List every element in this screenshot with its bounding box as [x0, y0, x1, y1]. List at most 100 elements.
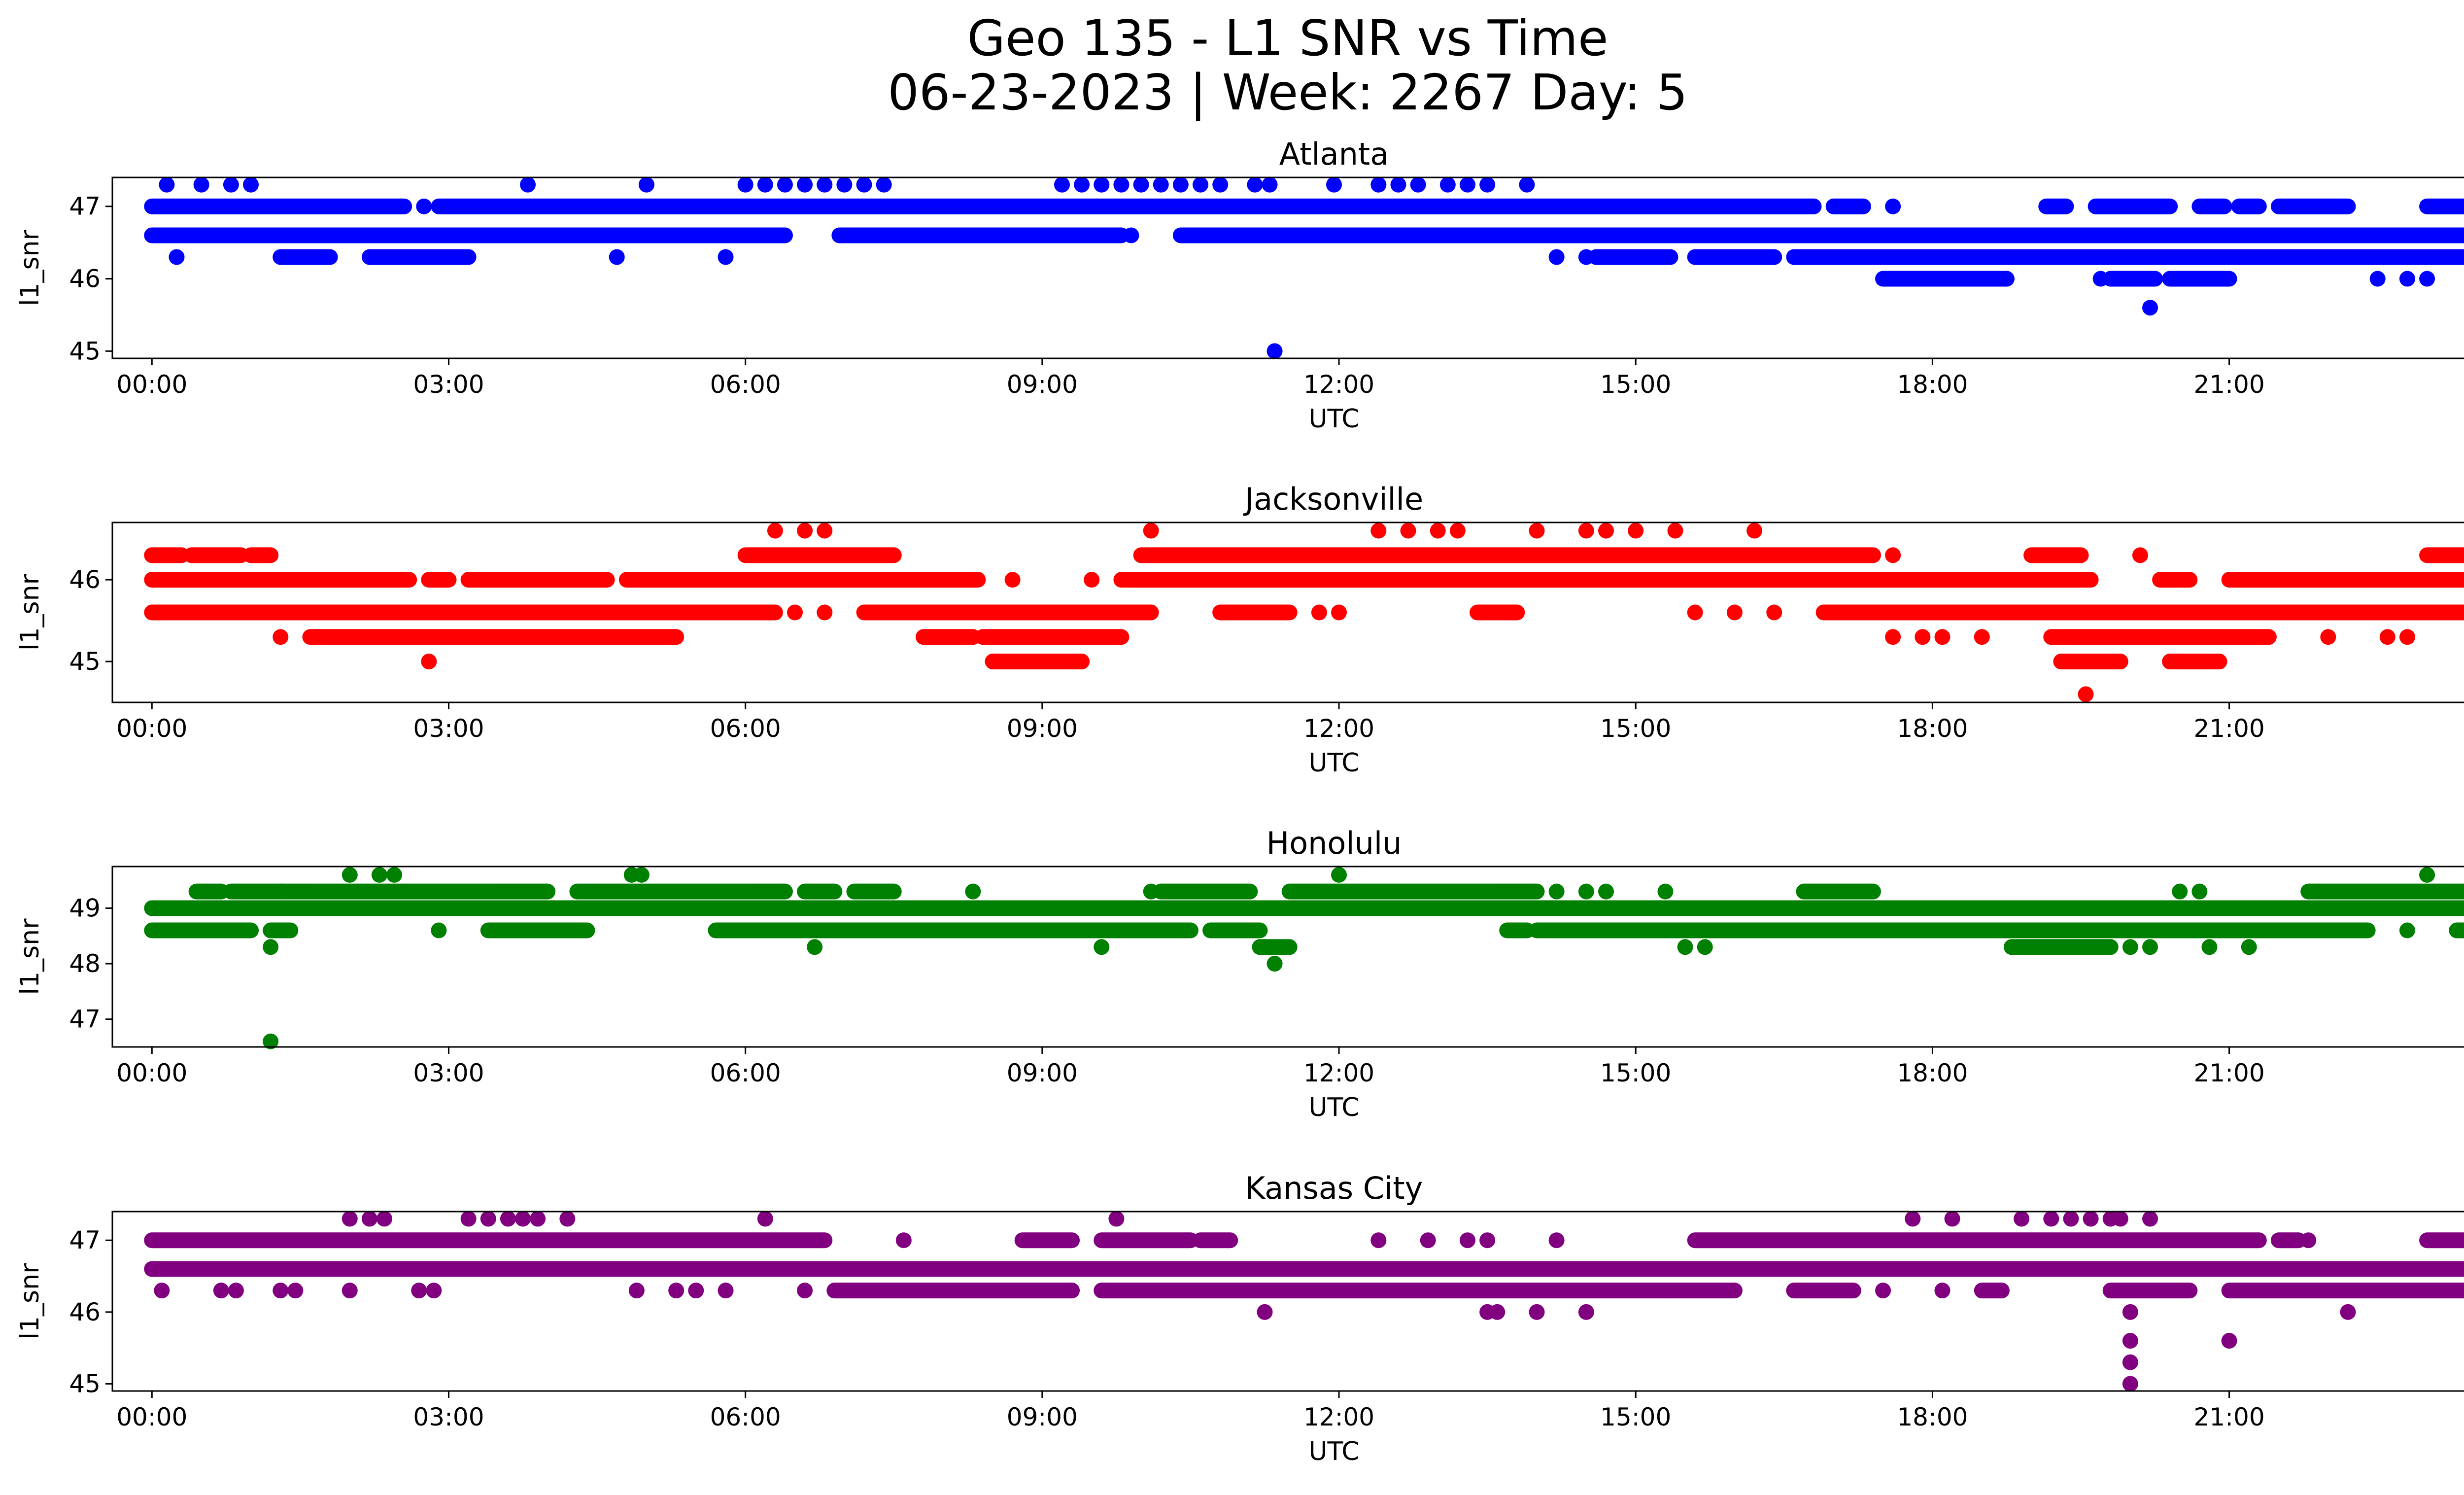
y-axis: 45 46 l1_snr — [15, 565, 112, 676]
data-point-run — [144, 1261, 2464, 1277]
x-tick-label: 12:00 — [1303, 370, 1374, 399]
data-point-run — [1786, 249, 2464, 265]
data-point-run — [431, 198, 1822, 214]
data-point — [2399, 922, 2415, 939]
data-point-run — [831, 227, 1129, 243]
data-point-run — [1529, 922, 1861, 939]
x-tick-label: 06:00 — [710, 370, 781, 399]
data-point-run — [243, 547, 279, 563]
subplot-title: Honolulu — [1266, 825, 1402, 861]
data-point — [411, 1283, 427, 1299]
plot-frame — [111, 1211, 2464, 1392]
data-point — [1479, 1232, 1496, 1249]
x-tick-label: 18:00 — [1897, 370, 1968, 399]
data-point — [787, 604, 803, 621]
data-point-run — [1193, 1232, 1238, 1249]
y-axis: 47 48 49 l1_snr — [15, 894, 112, 1034]
subplot-title: Jacksonville — [1243, 481, 1423, 517]
data-point — [1311, 604, 1327, 621]
data-points — [144, 1211, 2464, 1392]
data-point-run — [1094, 1283, 1674, 1299]
data-point-run — [1172, 227, 2464, 243]
data-point — [1004, 572, 1021, 588]
figure-title-line-1: Geo 135 - L1 SNR vs Time — [967, 9, 1608, 67]
data-point — [2419, 271, 2435, 287]
y-tick-label: 45 — [69, 337, 101, 365]
data-point-run — [273, 249, 338, 265]
data-point — [1697, 939, 1713, 955]
data-point-run — [915, 629, 981, 645]
data-point-run — [1113, 572, 2099, 588]
x-tick-label: 09:00 — [1007, 1059, 1078, 1087]
data-point-run — [826, 1283, 1080, 1299]
x-tick-label: 03:00 — [413, 1403, 484, 1431]
subplot-1: Atlanta 00:00 03:00 06:00 09:00 12:00 15:00 18:… — [15, 136, 2464, 434]
data-point-run — [975, 629, 1129, 645]
x-axis-label: UTC — [1308, 748, 1359, 778]
data-point — [1143, 522, 1159, 539]
data-point — [273, 629, 289, 645]
data-point — [169, 249, 185, 265]
y-axis-label: l1_snr — [15, 229, 45, 306]
data-point-run — [618, 572, 986, 588]
data-point — [1449, 522, 1466, 539]
data-point — [1266, 343, 1283, 359]
data-point — [1529, 522, 1545, 539]
x-tick-label: 12:00 — [1303, 1403, 1374, 1431]
data-point — [1578, 522, 1594, 539]
data-point-run — [1974, 1283, 2010, 1299]
data-point — [807, 939, 823, 955]
data-points — [144, 522, 2464, 702]
data-point-run — [2419, 1232, 2464, 1249]
data-point — [1548, 249, 1565, 265]
y-axis-label: l1_snr — [15, 1263, 45, 1340]
data-point — [273, 1283, 289, 1299]
data-point — [1410, 176, 1426, 193]
data-point-run — [2300, 883, 2464, 900]
y-tick-label: 45 — [69, 1369, 101, 1398]
y-tick-label: 46 — [69, 565, 101, 594]
x-axis-label: UTC — [1308, 1093, 1359, 1122]
data-point — [817, 522, 833, 539]
data-point — [718, 1283, 734, 1299]
data-point — [2083, 1211, 2099, 1227]
data-point-run — [2221, 572, 2464, 588]
data-point — [609, 249, 625, 265]
data-point — [856, 176, 872, 193]
x-tick-label: 18:00 — [1897, 1403, 1968, 1431]
data-point — [767, 522, 783, 539]
data-point-run — [1786, 1283, 1861, 1299]
data-point — [668, 1283, 684, 1299]
data-point — [1400, 522, 1416, 539]
data-point — [193, 176, 209, 193]
data-point — [1598, 883, 1614, 900]
y-axis-label: l1_snr — [15, 574, 45, 651]
data-point — [361, 1211, 377, 1227]
data-point — [342, 1283, 358, 1299]
data-points — [144, 867, 2464, 1049]
data-point — [1108, 1211, 1125, 1227]
data-point — [416, 198, 432, 214]
subplot-title: Atlanta — [1279, 136, 1389, 172]
data-point — [2122, 939, 2138, 955]
data-point-run — [1796, 883, 1881, 900]
data-point — [1548, 1232, 1565, 1249]
data-point — [797, 176, 813, 193]
data-point-run — [1281, 883, 1545, 900]
data-point-run — [985, 654, 1090, 670]
data-point — [633, 867, 650, 883]
data-point — [1331, 604, 1347, 621]
x-tick-label: 15:00 — [1600, 370, 1671, 399]
data-point — [1726, 604, 1743, 621]
data-point-run — [1470, 604, 1525, 621]
data-point — [2191, 883, 2208, 900]
x-tick-label: 06:00 — [710, 714, 781, 743]
data-point — [223, 176, 239, 193]
data-point-run — [263, 922, 299, 939]
data-point-run — [2162, 654, 2227, 670]
x-tick-label: 15:00 — [1600, 714, 1671, 743]
data-point-run — [1944, 271, 2015, 287]
x-tick-label: 00:00 — [116, 1403, 187, 1431]
data-point — [520, 176, 536, 193]
x-tick-label: 06:00 — [710, 1403, 781, 1431]
